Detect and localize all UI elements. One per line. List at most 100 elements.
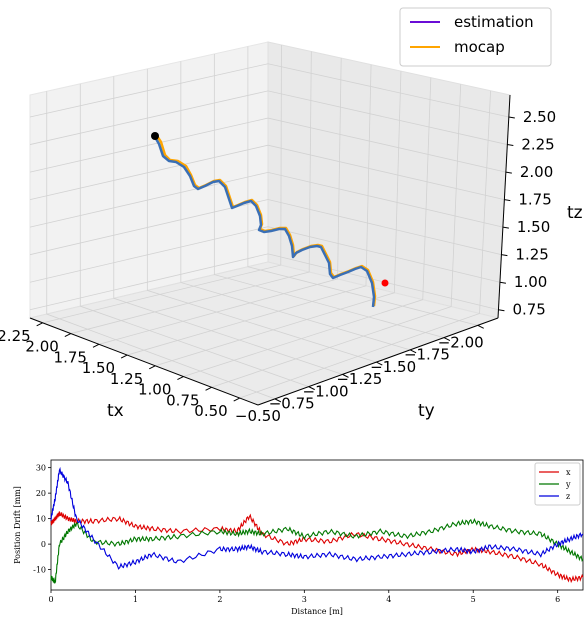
z-tick-label: 2.25 <box>521 136 554 154</box>
x-tick-label: 0.75 <box>166 391 199 409</box>
z-tick-label: 1.00 <box>514 273 547 291</box>
y-tick <box>443 337 451 342</box>
legend-x-label: x <box>566 468 571 477</box>
y-tick <box>308 386 315 391</box>
ticks-2d: 0 1 2 3 4 5 6 -10 0 10 20 30 <box>33 464 560 604</box>
legend-3d: estimation mocap <box>399 7 552 67</box>
legend-2d: x y z <box>534 462 581 506</box>
z-tick-label: 1.75 <box>518 191 551 209</box>
z-tick-label: 2.00 <box>520 163 553 181</box>
ticks-3d: 0.751.001.251.501.752.002.252.502.252.00… <box>0 108 556 425</box>
z-gridline <box>29 63 509 118</box>
y-gridline <box>213 53 445 338</box>
legend-estimation-label: estimation <box>454 13 534 31</box>
x-tick <box>92 343 100 348</box>
drift-y-tick-label: 20 <box>36 489 46 498</box>
z-tick-label: 2.50 <box>523 108 556 126</box>
z-gridline <box>29 171 503 228</box>
legend-y-label: y <box>565 480 571 489</box>
x-tick <box>36 322 43 327</box>
drift-x-axis-label: Distance [m] <box>291 607 343 616</box>
end-marker <box>381 279 389 287</box>
y-tick <box>342 373 349 378</box>
drift-lines <box>50 466 584 584</box>
z-tick-label: 0.75 <box>512 301 545 319</box>
x-gridline <box>211 84 462 388</box>
y-tick-label: −1.25 <box>336 370 382 388</box>
z-tick <box>501 254 508 257</box>
drift-y-tick-label: 10 <box>36 515 46 524</box>
x-tick-label: 1.75 <box>54 348 87 366</box>
legend-z-label: z <box>566 492 570 501</box>
y-tick <box>376 361 383 366</box>
x-tick-label: 1.25 <box>110 370 143 388</box>
z-axis-line <box>497 94 511 319</box>
drift-x-tick-label: 0 <box>48 595 53 604</box>
z-gridline <box>29 253 499 311</box>
drift-y-tick-label: 0 <box>41 540 46 549</box>
z-tick <box>498 309 505 312</box>
x-tick-label: 2.25 <box>0 327 31 345</box>
drift-plot-frame <box>50 459 584 591</box>
y-axis-label: ty <box>418 401 435 421</box>
z-tick <box>508 116 515 119</box>
y-tick-label: −0.50 <box>235 407 281 425</box>
x-tick-label: 1.50 <box>82 359 115 377</box>
drift-x-tick-label: 2 <box>217 595 222 604</box>
y-tick-label: −1.75 <box>404 346 450 364</box>
x-tick <box>177 376 184 380</box>
drift-y-tick-label: -10 <box>33 566 46 575</box>
y-axis-line <box>257 317 499 406</box>
z-tick <box>505 171 512 174</box>
x-gridline <box>126 64 372 356</box>
x-gridline <box>239 90 491 399</box>
y-tick <box>409 349 417 354</box>
legend-mocap-label: mocap <box>454 38 505 56</box>
x-gridline <box>183 77 432 377</box>
drift-x-tick-label: 5 <box>471 595 476 604</box>
z-tick-label: 1.50 <box>517 218 550 236</box>
y-tick-label: −0.75 <box>269 395 315 413</box>
x-tick-label: 2.00 <box>25 338 58 356</box>
start-marker <box>151 132 159 140</box>
drift-y-tick-label: 30 <box>36 464 46 473</box>
y-gridline <box>146 68 377 363</box>
z-axis-label: tz <box>567 203 583 223</box>
z-gridline <box>29 90 508 145</box>
grid-3d <box>29 44 509 400</box>
x-axis-label: tx <box>107 401 124 421</box>
drift-series-z <box>50 466 584 570</box>
x-tick <box>120 354 128 359</box>
drift-series-x <box>50 511 584 584</box>
trajectory <box>151 132 389 308</box>
z-gridline <box>29 199 502 256</box>
y-gridline <box>180 61 411 351</box>
y-gridline <box>247 46 478 326</box>
x-axis-line <box>29 317 259 406</box>
x-tick <box>149 365 156 370</box>
chart-3d: 0.751.001.251.501.752.002.252.502.252.00… <box>0 7 583 425</box>
z-tick-label: 1.25 <box>515 246 548 264</box>
drift-x-tick-label: 1 <box>133 595 138 604</box>
y-tick <box>477 324 484 329</box>
y-gridline <box>113 76 343 375</box>
z-tick <box>504 199 511 202</box>
y-gridline <box>46 91 276 400</box>
drift-y-axis-label: Position Drift [mm] <box>13 486 22 564</box>
z-gridline <box>29 226 501 283</box>
x-tick <box>205 386 212 391</box>
drift-series-y <box>50 517 584 584</box>
z-gridline <box>29 117 506 173</box>
drift-x-tick-label: 3 <box>302 595 307 604</box>
x-gridline <box>155 71 402 367</box>
y-tick <box>274 398 282 403</box>
x-tick-label: 1.00 <box>138 381 171 399</box>
z-tick <box>502 226 509 229</box>
z-tick <box>499 281 507 284</box>
z-gridline <box>29 144 505 201</box>
y-tick-label: −1.50 <box>370 358 416 376</box>
estimation-path <box>153 136 376 308</box>
x-tick <box>233 397 240 402</box>
x-gridline <box>42 44 282 324</box>
